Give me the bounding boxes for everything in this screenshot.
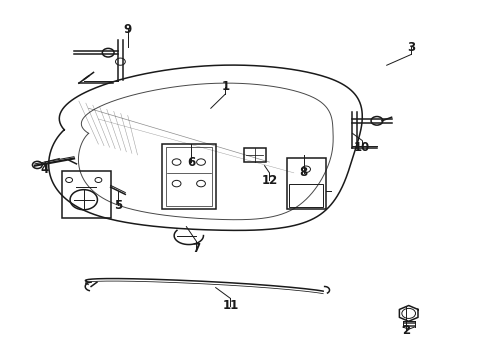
Bar: [166, 147, 212, 206]
Text: 1: 1: [221, 80, 229, 93]
Text: 8: 8: [299, 166, 308, 179]
Text: 5: 5: [114, 199, 122, 212]
Bar: [62, 171, 111, 218]
Text: 10: 10: [354, 141, 370, 154]
Text: 2: 2: [402, 324, 410, 337]
Text: 3: 3: [407, 41, 415, 54]
Text: 4: 4: [41, 163, 49, 176]
Text: 6: 6: [187, 156, 196, 168]
Bar: [290, 184, 323, 207]
Text: 7: 7: [192, 242, 200, 255]
Text: 11: 11: [222, 299, 239, 312]
Text: 9: 9: [123, 23, 132, 36]
Bar: [287, 158, 326, 209]
Bar: [162, 144, 216, 209]
Text: 12: 12: [261, 174, 277, 186]
